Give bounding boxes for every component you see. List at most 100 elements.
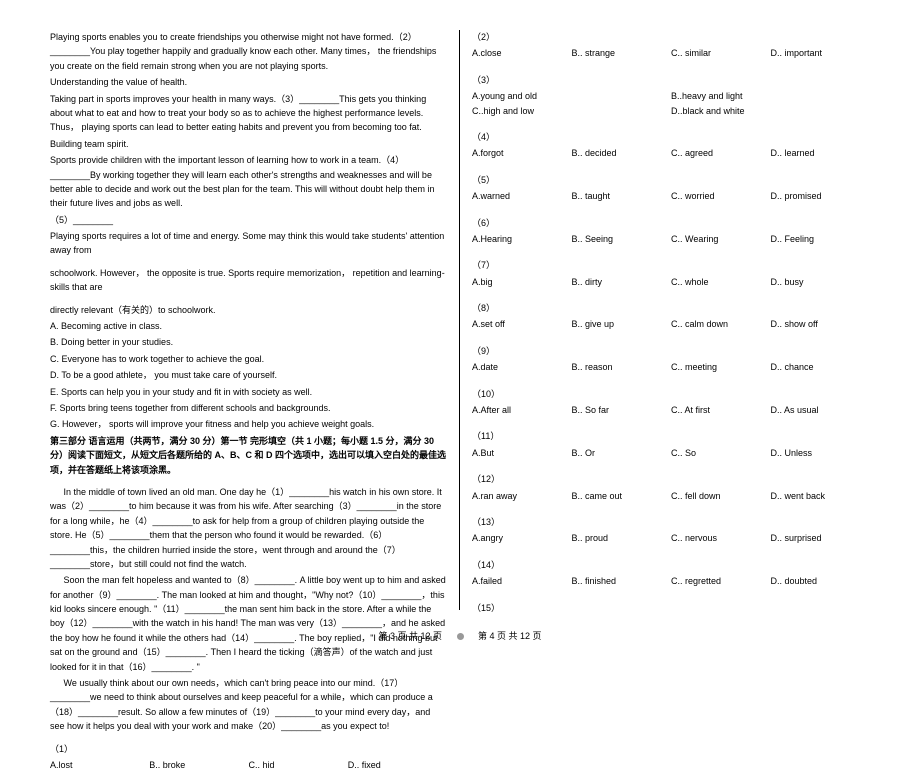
answer-d: D.. learned: [771, 146, 871, 160]
answer-a: A.close: [472, 46, 572, 60]
answer-c: C.. Wearing: [671, 232, 771, 246]
question-number: （10）: [472, 387, 870, 401]
section-title: 第三部分 语言运用（共两节，满分 30 分）第一节 完形填空（共 1 小题；每小…: [50, 434, 447, 477]
question-number: （9）: [472, 344, 870, 358]
question-6: （6） A.Hearing B.. Seeing C.. Wearing D..…: [472, 216, 870, 247]
answer-row: A.set off B.. give up C.. calm down D.. …: [472, 317, 870, 331]
question-1: （1） A.lost B.. broke C.. hid D.. fixed: [50, 742, 447, 772]
option-e: E. Sports can help you in your study and…: [50, 385, 447, 399]
page-number-right: 第 4 页 共 12 页: [478, 631, 542, 641]
reading-para: schoolwork. However， the opposite is tru…: [50, 266, 447, 295]
cloze-para: In the middle of town lived an old man. …: [50, 485, 447, 571]
question-14: （14） A.failed B.. finished C.. regretted…: [472, 558, 870, 589]
answer-d: D.. busy: [771, 275, 871, 289]
option-b: B. Doing better in your studies.: [50, 335, 447, 349]
answer-d: D.. surprised: [771, 531, 871, 545]
answer-row: A.Hearing B.. Seeing C.. Wearing D.. Fee…: [472, 232, 870, 246]
option-a: A. Becoming active in class.: [50, 319, 447, 333]
reading-para: directly relevant（有关的）to schoolwork.: [50, 303, 447, 317]
answer-b: B.. came out: [572, 489, 672, 503]
answer-d: D.. doubted: [771, 574, 871, 588]
question-number: （3）: [472, 73, 870, 87]
question-15: （15）: [472, 601, 870, 615]
question-13: （13） A.angry B.. proud C.. nervous D.. s…: [472, 515, 870, 546]
answer-b: B.. Seeing: [572, 232, 672, 246]
answer-b: B.. give up: [572, 317, 672, 331]
answer-row: A.close B.. strange C.. similar D.. impo…: [472, 46, 870, 60]
left-column: Playing sports enables you to create fri…: [50, 30, 460, 610]
question-12: （12） A.ran away B.. came out C.. fell do…: [472, 472, 870, 503]
answer-row: A.big B.. dirty C.. whole D.. busy: [472, 275, 870, 289]
answer-a: A.failed: [472, 574, 572, 588]
question-4: （4） A.forgot B.. decided C.. agreed D.. …: [472, 130, 870, 161]
option-d: D. To be a good athlete， you must take c…: [50, 368, 447, 382]
answer-b: B.. proud: [572, 531, 672, 545]
answer-row: A.warned B.. taught C.. worried D.. prom…: [472, 189, 870, 203]
answer-c: C.. fell down: [671, 489, 771, 503]
answer-a: A.young and old: [472, 89, 671, 103]
answer-row: A.failed B.. finished C.. regretted D.. …: [472, 574, 870, 588]
cloze-para: Soon the man felt hopeless and wanted to…: [50, 573, 447, 674]
answer-d: D.. fixed: [348, 758, 447, 772]
answer-a: A.set off: [472, 317, 572, 331]
reading-para: Sports provide children with the importa…: [50, 153, 447, 211]
answer-b: B.. dirty: [572, 275, 672, 289]
reading-heading: Understanding the value of health.: [50, 75, 447, 89]
answer-d: D.. Unless: [771, 446, 871, 460]
answer-c: C.. meeting: [671, 360, 771, 374]
right-column: （2） A.close B.. strange C.. similar D.. …: [460, 30, 870, 610]
answer-c: C.. calm down: [671, 317, 771, 331]
answer-a: A.warned: [472, 189, 572, 203]
answer-b: B.. So far: [572, 403, 672, 417]
question-number: （8）: [472, 301, 870, 315]
question-number: （1）: [50, 742, 447, 756]
answer-c: C.. regretted: [671, 574, 771, 588]
answer-d: D.. important: [771, 46, 871, 60]
question-number: （6）: [472, 216, 870, 230]
answer-a: A.After all: [472, 403, 572, 417]
answer-row: A.angry B.. proud C.. nervous D.. surpri…: [472, 531, 870, 545]
question-number: （13）: [472, 515, 870, 529]
answer-b: B.. taught: [572, 189, 672, 203]
answer-d: D.. Feeling: [771, 232, 871, 246]
answer-row: A.forgot B.. decided C.. agreed D.. lear…: [472, 146, 870, 160]
answer-row: A.young and old B..heavy and light: [472, 89, 870, 103]
answer-row: A.After all B.. So far C.. At first D.. …: [472, 403, 870, 417]
option-f: F. Sports bring teens together from diff…: [50, 401, 447, 415]
question-2: （2） A.close B.. strange C.. similar D.. …: [472, 30, 870, 61]
question-7: （7） A.big B.. dirty C.. whole D.. busy: [472, 258, 870, 289]
answer-c: C.. hid: [249, 758, 348, 772]
page-number-left: 第 3 页 共 12 页: [378, 631, 442, 641]
answer-a: A.big: [472, 275, 572, 289]
answer-c: C..high and low: [472, 104, 671, 118]
answer-b: B.. reason: [572, 360, 672, 374]
answer-d: D.. chance: [771, 360, 871, 374]
answer-row: C..high and low D..black and white: [472, 104, 870, 118]
two-column-layout: Playing sports enables you to create fri…: [50, 30, 870, 610]
reading-para: Playing sports requires a lot of time an…: [50, 229, 447, 258]
answer-a: A.Hearing: [472, 232, 572, 246]
answer-d: D.. show off: [771, 317, 871, 331]
answer-b: B.. decided: [572, 146, 672, 160]
question-8: （8） A.set off B.. give up C.. calm down …: [472, 301, 870, 332]
answer-b: B.. broke: [149, 758, 248, 772]
answer-a: A.angry: [472, 531, 572, 545]
question-number: （2）: [472, 30, 870, 44]
answer-a: A.lost: [50, 758, 149, 772]
blank-line: （5）________: [50, 213, 447, 227]
answer-a: A.ran away: [472, 489, 572, 503]
answer-d: D.. As usual: [771, 403, 871, 417]
question-9: （9） A.date B.. reason C.. meeting D.. ch…: [472, 344, 870, 375]
answer-c: C.. So: [671, 446, 771, 460]
question-11: （11） A.But B.. Or C.. So D.. Unless: [472, 429, 870, 460]
separator-dot-icon: [457, 633, 464, 640]
answer-c: C.. agreed: [671, 146, 771, 160]
answer-d: D.. went back: [771, 489, 871, 503]
cloze-para: We usually think about our own needs，whi…: [50, 676, 447, 734]
answer-c: C.. worried: [671, 189, 771, 203]
answer-d: D.. promised: [771, 189, 871, 203]
question-number: （12）: [472, 472, 870, 486]
answer-c: C.. whole: [671, 275, 771, 289]
answer-b: B..heavy and light: [671, 89, 870, 103]
answer-a: A.But: [472, 446, 572, 460]
